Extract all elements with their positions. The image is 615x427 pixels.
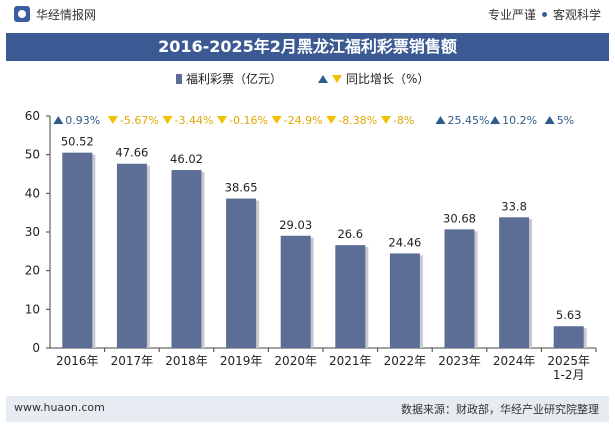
x-tick-label: 2023年 bbox=[438, 354, 481, 368]
growth-up-triangle-icon bbox=[544, 116, 555, 124]
bar bbox=[499, 217, 530, 348]
footer-website: www.huaon.com bbox=[14, 401, 105, 414]
legend-down-triangle-icon bbox=[332, 75, 342, 83]
data-label: 30.68 bbox=[443, 211, 476, 225]
x-tick-label: 2024年 bbox=[493, 354, 536, 368]
data-label: 26.6 bbox=[337, 227, 363, 241]
growth-label: 5% bbox=[557, 114, 574, 127]
growth-down-triangle-icon bbox=[380, 116, 391, 124]
x-tick-label: 2016年 bbox=[56, 354, 99, 368]
footer-source: 数据来源：财政部，华经产业研究院整理 bbox=[401, 403, 599, 416]
bar bbox=[335, 245, 366, 348]
data-label: 5.63 bbox=[556, 308, 582, 322]
site-name: 华经情报网 bbox=[36, 8, 97, 22]
growth-up-triangle-icon bbox=[53, 116, 64, 124]
chart-title: 2016-2025年2月黑龙江福利彩票销售额 bbox=[158, 37, 457, 56]
growth-up-triangle-icon bbox=[435, 116, 446, 124]
y-tick-label: 40 bbox=[25, 186, 40, 200]
growth-label: -8% bbox=[393, 114, 414, 127]
x-tick-label: 2019年 bbox=[220, 354, 263, 368]
growth-label: -0.16% bbox=[229, 114, 268, 127]
growth-label: 25.45% bbox=[448, 114, 490, 127]
legend-label-growth: 同比增长（%） bbox=[346, 72, 429, 86]
title-bar: 2016-2025年2月黑龙江福利彩票销售额 bbox=[6, 33, 609, 61]
growth-label: -24.9% bbox=[284, 114, 323, 127]
data-label: 47.66 bbox=[115, 146, 148, 160]
growth-label: -3.44% bbox=[175, 114, 214, 127]
bar bbox=[280, 235, 311, 348]
x-tick-label: 2020年 bbox=[274, 354, 317, 368]
bar bbox=[171, 170, 202, 348]
bar bbox=[444, 229, 475, 348]
growth-down-triangle-icon bbox=[326, 116, 337, 124]
y-tick-label: 0 bbox=[32, 341, 40, 355]
y-tick-label: 20 bbox=[25, 264, 40, 278]
data-label: 29.03 bbox=[279, 218, 312, 232]
x-tick-label: 2017年 bbox=[111, 354, 154, 368]
growth-label: -5.67% bbox=[120, 114, 159, 127]
chart: 福利彩票（亿元） 同比增长（%） 0 10 20 30 40 50 60 50.52 2016年 0.… bbox=[25, 71, 597, 382]
y-tick-label: 10 bbox=[25, 302, 40, 316]
data-label: 46.02 bbox=[170, 152, 203, 166]
dot-icon bbox=[541, 12, 547, 17]
y-tick-label: 50 bbox=[25, 148, 40, 162]
data-label: 33.8 bbox=[501, 199, 527, 213]
y-tick-label: 30 bbox=[25, 225, 40, 239]
growth-label: 0.93% bbox=[65, 114, 100, 127]
x-tick-label: 1-2月 bbox=[553, 368, 585, 382]
bar bbox=[389, 253, 420, 348]
growth-down-triangle-icon bbox=[271, 116, 282, 124]
growth-label: 10.2% bbox=[502, 114, 537, 127]
bar bbox=[62, 152, 93, 348]
legend-up-triangle-icon bbox=[318, 75, 328, 83]
bar bbox=[226, 198, 257, 348]
x-tick-label: 2018年 bbox=[165, 354, 208, 368]
data-label: 38.65 bbox=[225, 181, 258, 195]
growth-up-triangle-icon bbox=[490, 116, 501, 124]
tagline-left: 专业严谨 bbox=[487, 8, 536, 22]
y-tick-label: 60 bbox=[25, 109, 40, 123]
growth-label: -8.38% bbox=[338, 114, 377, 127]
x-tick-label: 2025年 bbox=[547, 354, 590, 368]
growth-down-triangle-icon bbox=[217, 116, 228, 124]
x-tick-label: 2021年 bbox=[329, 354, 372, 368]
logo-icon bbox=[14, 6, 30, 22]
tagline-right: 客观科学 bbox=[552, 8, 601, 22]
footer: www.huaon.com 数据来源：财政部，华经产业研究院整理 bbox=[6, 396, 609, 422]
tagline: 专业严谨 客观科学 bbox=[488, 6, 601, 23]
growth-down-triangle-icon bbox=[107, 116, 118, 124]
data-label: 50.52 bbox=[61, 135, 94, 149]
x-tick-label: 2022年 bbox=[384, 354, 427, 368]
bar bbox=[116, 163, 147, 348]
data-label: 24.46 bbox=[388, 235, 421, 249]
bar bbox=[553, 326, 584, 348]
legend-label-bar: 福利彩票（亿元） bbox=[186, 71, 282, 86]
top-bar: 华经情报网 专业严谨 客观科学 bbox=[0, 0, 615, 32]
legend-swatch-bar bbox=[176, 74, 182, 84]
growth-down-triangle-icon bbox=[162, 116, 173, 124]
